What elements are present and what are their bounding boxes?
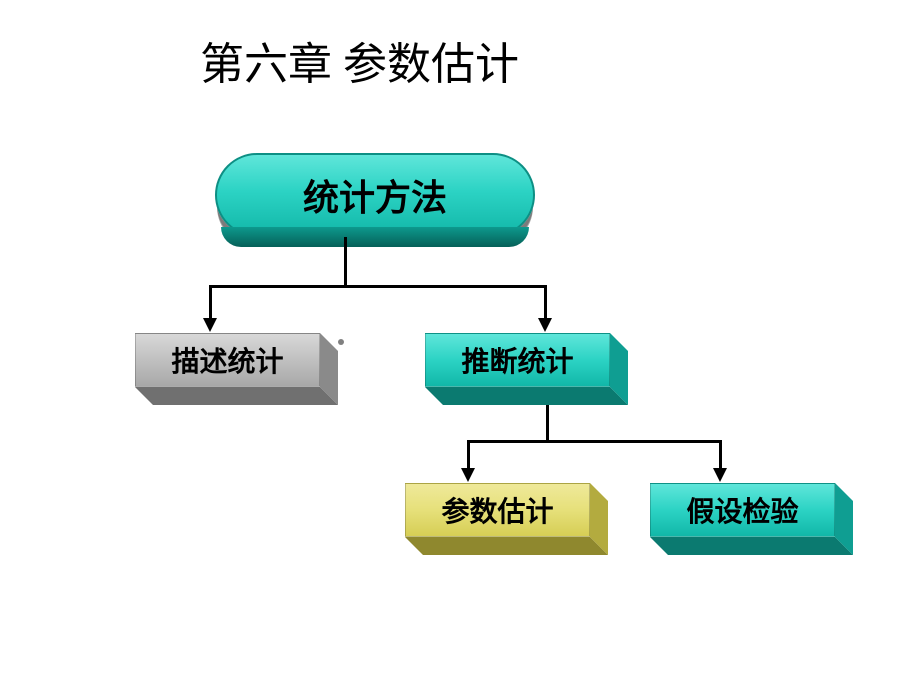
arrow-to-hypo: [713, 468, 727, 482]
node-param-bottom: [405, 537, 608, 555]
connector-root-down: [344, 237, 347, 285]
node-infer: 推断统计: [425, 333, 610, 387]
node-root: 统计方法: [215, 153, 535, 237]
arrow-to-param: [461, 468, 475, 482]
arrow-to-desc: [203, 318, 217, 332]
arrow-to-infer: [538, 318, 552, 332]
node-infer-label: 推断统计: [461, 340, 573, 380]
diagram-canvas: 第六章 参数估计 统计方法 描述统计 推断统计: [0, 0, 920, 690]
connector-to-desc: [209, 285, 212, 320]
node-hypo: 假设检验: [650, 483, 835, 537]
node-desc-label: 描述统计: [171, 340, 283, 380]
node-hypo-front: 假设检验: [650, 483, 835, 537]
connector-to-infer: [544, 285, 547, 320]
node-desc-bottom: [135, 387, 338, 405]
node-infer-front: 推断统计: [425, 333, 610, 387]
marker-dot: [338, 339, 344, 345]
node-hypo-bottom: [650, 537, 853, 555]
node-desc-front: 描述统计: [135, 333, 320, 387]
node-root-label: 统计方法: [303, 169, 447, 221]
node-param-label: 参数估计: [441, 490, 553, 530]
page-title: 第六章 参数估计: [200, 28, 519, 92]
node-desc: 描述统计: [135, 333, 320, 387]
connector-to-hypo: [719, 440, 722, 470]
connector-h1: [209, 285, 547, 288]
node-hypo-label: 假设检验: [686, 490, 798, 530]
connector-infer-down: [546, 405, 549, 440]
connector-to-param: [467, 440, 470, 470]
connector-h2: [467, 440, 722, 443]
node-param: 参数估计: [405, 483, 590, 537]
node-root-lip: [221, 227, 529, 247]
node-infer-bottom: [425, 387, 628, 405]
node-param-front: 参数估计: [405, 483, 590, 537]
